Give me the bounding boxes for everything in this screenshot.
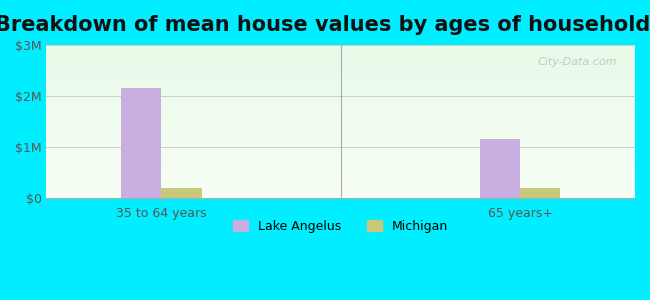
Bar [480,139,520,198]
Legend: Lake Angelus, Michigan: Lake Angelus, Michigan [229,214,453,238]
Text: City-Data.com: City-Data.com [538,57,618,67]
Bar [161,188,202,198]
Title: Breakdown of mean house values by ages of householders: Breakdown of mean house values by ages o… [0,15,650,35]
Bar [520,188,560,198]
Bar [121,88,161,198]
